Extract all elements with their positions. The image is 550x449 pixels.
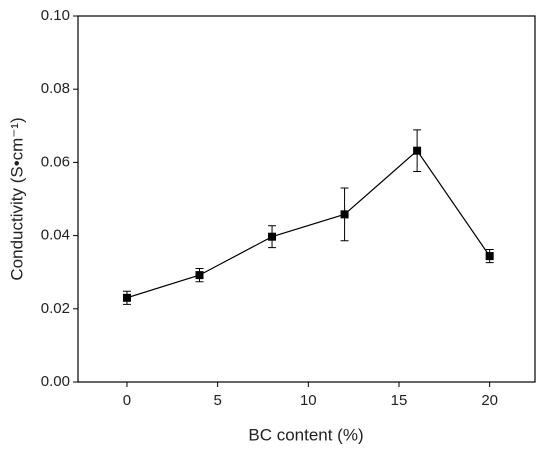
y-tick-label: 0.00 bbox=[41, 373, 70, 390]
marker bbox=[340, 210, 349, 219]
x-tick-label: 10 bbox=[300, 392, 317, 409]
y-tick-label: 0.02 bbox=[41, 300, 70, 317]
x-tick-label: 20 bbox=[481, 392, 498, 409]
x-tick-label: 5 bbox=[213, 392, 221, 409]
plot-frame bbox=[77, 15, 536, 383]
y-tick-label: 0.10 bbox=[41, 7, 70, 24]
marker bbox=[122, 293, 131, 302]
x-tick-label: 15 bbox=[391, 392, 408, 409]
marker bbox=[413, 146, 422, 155]
marker bbox=[195, 271, 204, 280]
data-line bbox=[126, 149, 491, 299]
x-tick-label: 0 bbox=[123, 392, 131, 409]
y-tick-label: 0.04 bbox=[41, 227, 70, 244]
marker bbox=[268, 232, 277, 241]
marker bbox=[485, 252, 494, 261]
y-axis-label: Conductivity (S•cm⁻¹) bbox=[7, 117, 26, 280]
y-tick-label: 0.08 bbox=[41, 80, 70, 97]
x-axis-label: BC content (%) bbox=[248, 425, 363, 444]
y-tick-label: 0.06 bbox=[41, 153, 70, 170]
